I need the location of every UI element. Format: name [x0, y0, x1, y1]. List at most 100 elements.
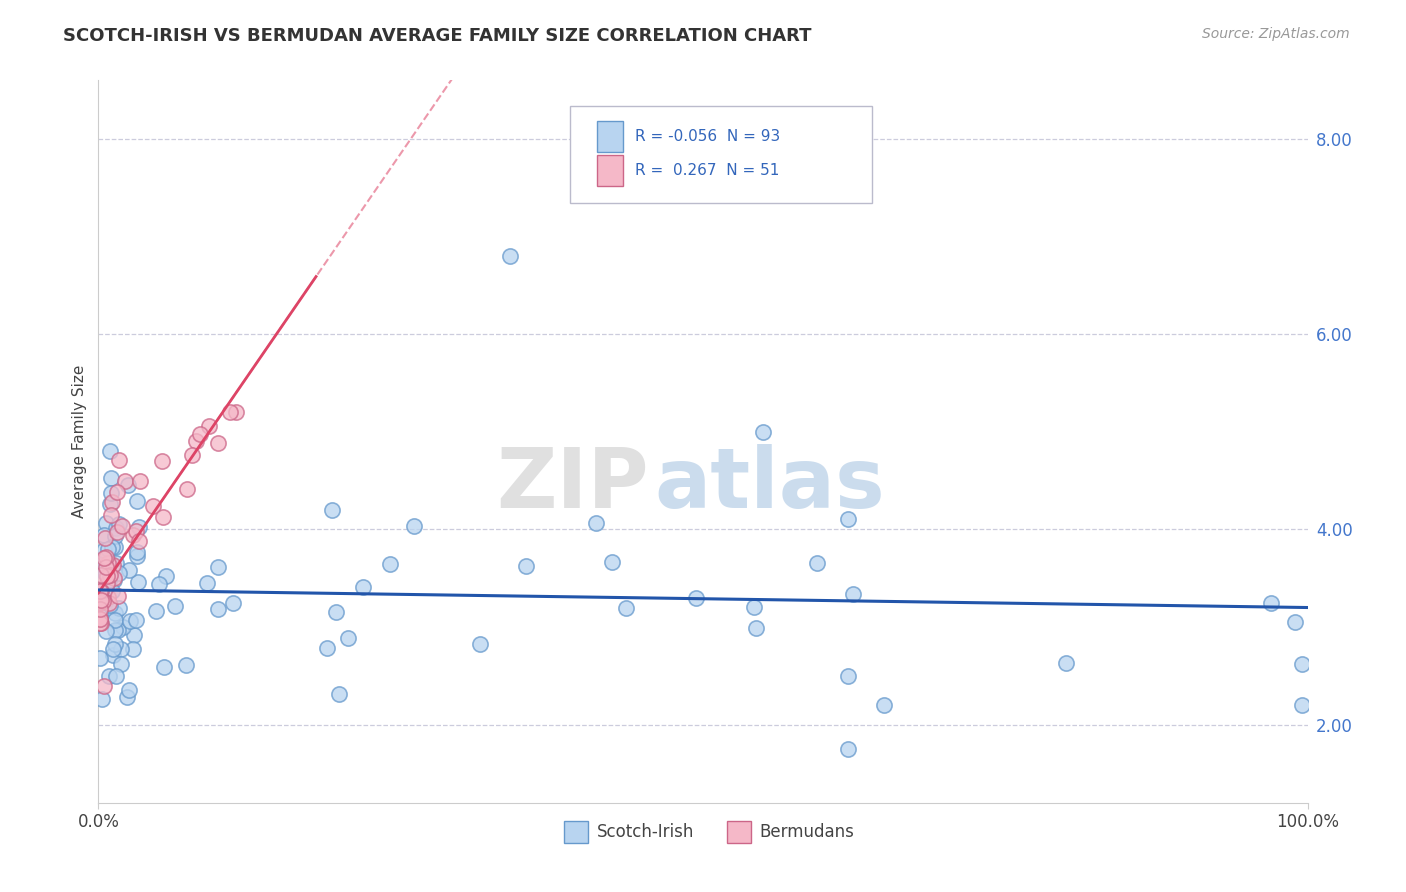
Point — [181, 448, 204, 462]
Point — [89, 651, 111, 665]
Point — [115, 690, 138, 704]
Point — [152, 659, 174, 673]
Point — [841, 587, 863, 601]
Point — [103, 648, 125, 663]
Point — [91, 691, 114, 706]
Point — [207, 560, 229, 574]
Point — [378, 558, 401, 572]
Point — [93, 550, 115, 565]
Point — [94, 566, 117, 580]
Point — [111, 620, 134, 634]
Point — [110, 657, 132, 671]
Point — [128, 520, 150, 534]
Point — [114, 474, 136, 488]
Point — [108, 453, 131, 467]
Point — [186, 434, 208, 449]
Point — [120, 614, 142, 628]
Point — [89, 594, 111, 608]
Point — [752, 425, 775, 439]
Point — [1291, 657, 1313, 671]
Point — [100, 486, 122, 500]
Text: Bermudans: Bermudans — [759, 822, 855, 840]
Point — [93, 542, 115, 557]
Text: R =  0.267  N = 51: R = 0.267 N = 51 — [636, 163, 780, 178]
Point — [614, 601, 637, 615]
Y-axis label: Average Family Size: Average Family Size — [72, 365, 87, 518]
Point — [325, 606, 347, 620]
Point — [148, 577, 170, 591]
Bar — [564, 821, 588, 843]
Point — [104, 637, 127, 651]
Point — [100, 508, 122, 522]
Point — [107, 623, 129, 637]
Point — [122, 641, 145, 656]
Point — [602, 555, 624, 569]
Point — [837, 512, 859, 526]
Point — [90, 558, 112, 572]
Point — [145, 604, 167, 618]
Point — [104, 606, 127, 620]
FancyBboxPatch shape — [569, 105, 872, 203]
Point — [873, 698, 896, 713]
Text: Source: ZipAtlas.com: Source: ZipAtlas.com — [1202, 27, 1350, 41]
Point — [89, 585, 111, 599]
Point — [104, 540, 127, 554]
Point — [101, 584, 124, 599]
Point — [174, 657, 197, 672]
Point — [207, 435, 229, 450]
Point — [89, 584, 111, 599]
Point — [585, 516, 607, 531]
Point — [124, 628, 146, 642]
Point — [97, 669, 120, 683]
Point — [96, 569, 118, 583]
Point — [89, 612, 111, 626]
Point — [806, 556, 828, 570]
Text: Scotch-Irish: Scotch-Irish — [596, 822, 695, 840]
Point — [96, 516, 118, 530]
Point — [103, 574, 125, 588]
Point — [336, 631, 359, 645]
Point — [90, 584, 112, 599]
Point — [207, 601, 229, 615]
Point — [127, 574, 149, 589]
Point — [90, 593, 112, 607]
Point — [837, 742, 859, 756]
Point — [104, 521, 127, 535]
Point — [108, 566, 131, 580]
Point — [91, 594, 114, 608]
Point — [221, 596, 243, 610]
Point — [97, 574, 120, 588]
Point — [188, 427, 211, 442]
Point — [104, 669, 127, 683]
Point — [125, 524, 148, 538]
Point — [100, 540, 122, 554]
Point — [1260, 596, 1282, 610]
Point — [468, 637, 491, 651]
Point — [150, 454, 173, 468]
Point — [498, 249, 520, 263]
Point — [94, 550, 117, 565]
Point — [89, 612, 111, 626]
Point — [93, 601, 115, 615]
Point — [91, 593, 114, 607]
Point — [103, 571, 125, 585]
Point — [93, 679, 115, 693]
Point — [90, 560, 112, 574]
Point — [107, 590, 129, 604]
Point — [104, 613, 127, 627]
Point — [90, 568, 112, 582]
Point — [742, 600, 765, 615]
Text: atlas: atlas — [655, 444, 886, 525]
Point — [744, 621, 766, 635]
Point — [225, 405, 247, 419]
Text: SCOTCH-IRISH VS BERMUDAN AVERAGE FAMILY SIZE CORRELATION CHART: SCOTCH-IRISH VS BERMUDAN AVERAGE FAMILY … — [63, 27, 811, 45]
Point — [90, 616, 112, 631]
Point — [129, 474, 152, 488]
Text: ZIP: ZIP — [496, 444, 648, 525]
Point — [100, 471, 122, 485]
Point — [127, 549, 149, 563]
Point — [219, 405, 242, 419]
Point — [105, 525, 128, 540]
Point — [515, 559, 537, 574]
Point — [837, 669, 859, 683]
